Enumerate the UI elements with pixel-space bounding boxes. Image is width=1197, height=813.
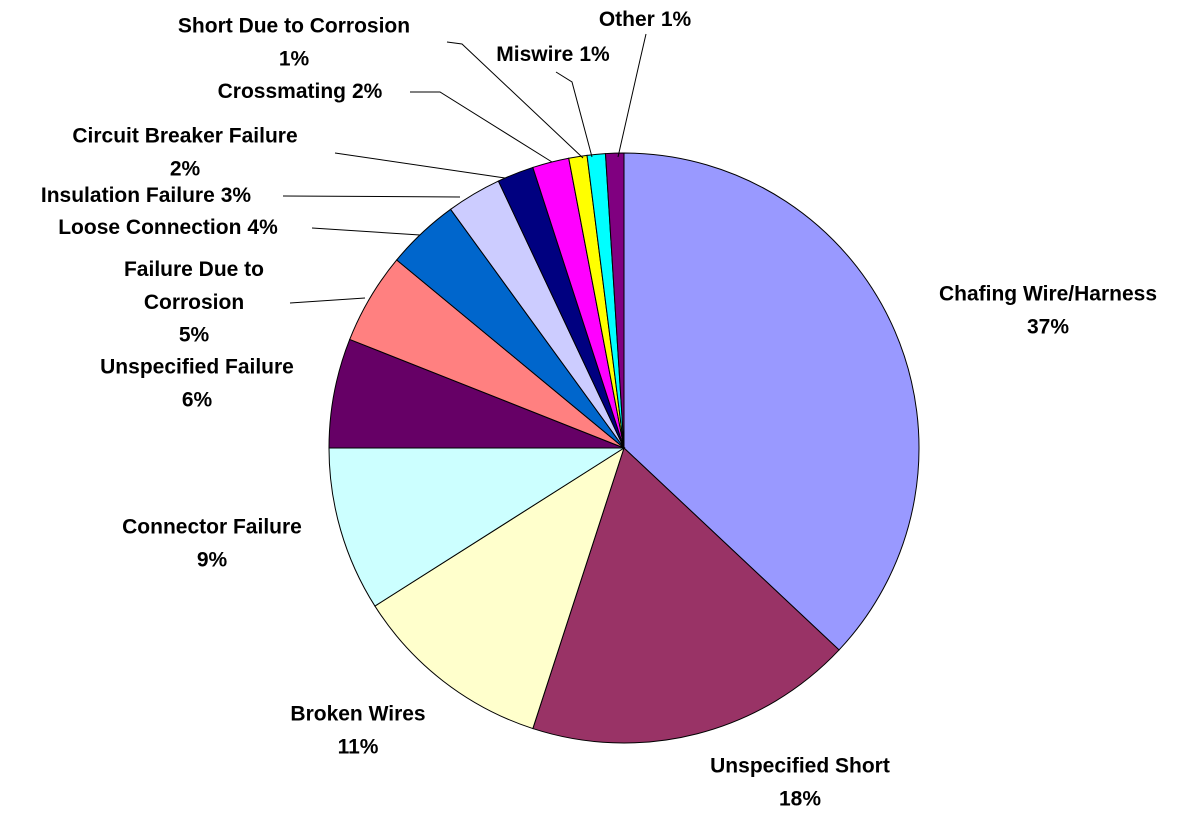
leader-line [555,71,593,158]
pie-slice [374,446,625,730]
value-label: 6% [182,389,213,412]
leader-line [334,152,506,179]
category-label-line: Failure Due to [124,258,264,281]
value-label: 1% [579,43,610,66]
data-label: Other 1% [599,8,692,31]
data-label: Insulation Failure 3% [41,184,252,207]
value-label: 18% [779,788,821,811]
data-label: Loose Connection 4% [58,216,278,239]
value-label: 1% [661,8,692,31]
category-label: Failure Due to Corrosion [124,258,264,314]
category-label: Insulation Failure [41,184,215,207]
category-label: Crossmating [218,80,346,103]
value-label: 5% [179,324,210,347]
leader-line [617,33,647,158]
value-label: 2% [352,80,383,103]
category-label: Loose Connection [58,216,241,239]
value-label: 4% [247,216,278,239]
value-label: 37% [1027,316,1069,339]
value-label: 1% [279,48,310,71]
value-label: 3% [221,184,252,207]
category-label: Chafing Wire/Harness [939,283,1157,306]
category-label: Miswire [496,43,573,66]
data-label: Crossmating 2% [218,80,383,103]
value-label: 2% [170,158,201,181]
leader-line [446,41,584,159]
value-label: 11% [338,736,379,759]
category-label: Circuit Breaker Failure [72,125,297,148]
category-label: Connector Failure [122,516,302,539]
leader-line [282,195,461,198]
pie-slice [328,447,626,607]
category-label: Other [599,8,655,31]
pie-slice [532,447,840,744]
pie-slice [604,152,625,449]
leader-line [410,91,553,163]
leader-line [289,297,366,304]
category-label: Unspecified Short [710,755,890,778]
pie-slice [623,152,920,651]
data-label: Miswire 1% [496,43,610,66]
value-label: 9% [197,549,228,572]
leader-line [311,227,421,236]
category-label: Short Due to Corrosion [178,15,410,38]
category-label: Unspecified Failure [100,356,294,379]
category-label: Broken Wires [290,703,425,726]
category-label-line: Corrosion [144,291,244,314]
